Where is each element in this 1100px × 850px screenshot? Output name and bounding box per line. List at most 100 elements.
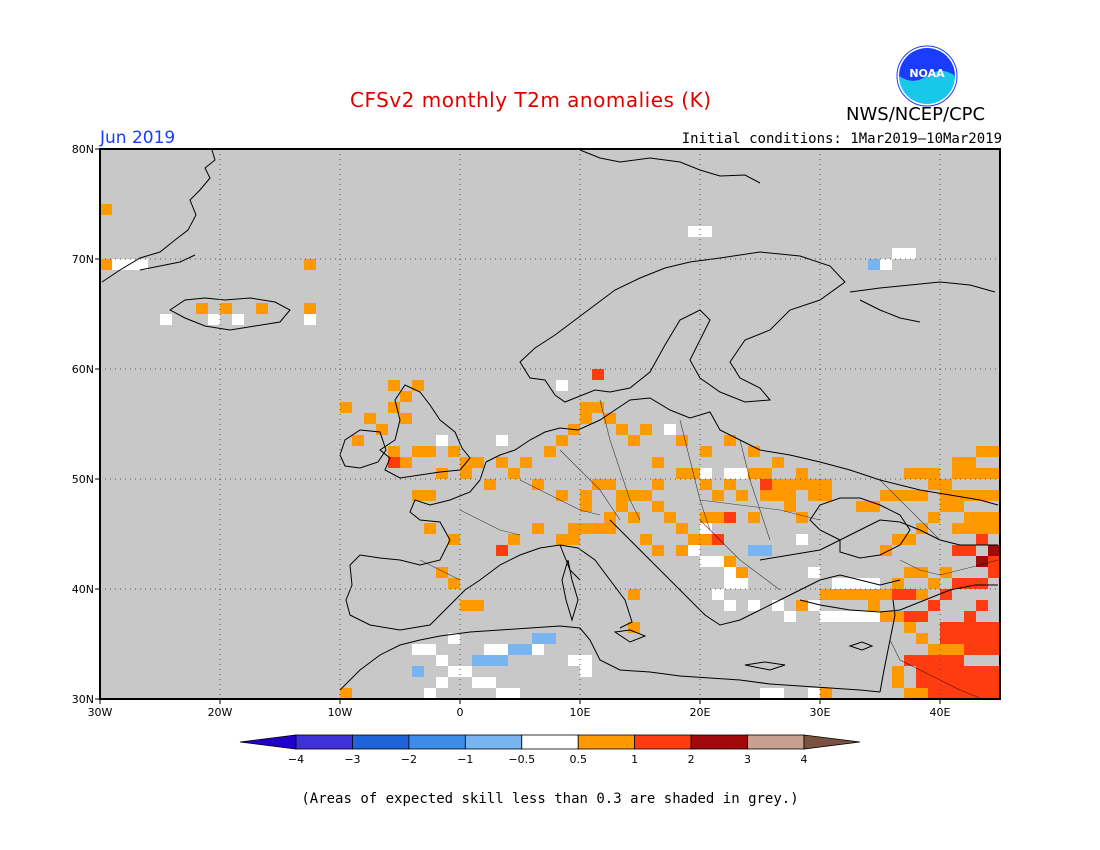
country-borders: [419, 399, 999, 699]
anomaly-cell: [688, 534, 700, 545]
anomaly-cell: [388, 402, 400, 413]
anomaly-cell: [424, 490, 436, 501]
anomaly-cell: [880, 545, 892, 556]
anomaly-cell: [844, 611, 856, 622]
anomaly-cell: [940, 501, 952, 512]
anomaly-cell: [808, 600, 820, 611]
anomaly-cell: [712, 556, 724, 567]
anomaly-cell: [796, 534, 808, 545]
anomaly-cell: [784, 490, 796, 501]
anomaly-cell: [700, 534, 712, 545]
coastline-black-sea: [809, 497, 911, 559]
anomaly-cell: [952, 457, 964, 468]
anomaly-cell: [820, 688, 832, 699]
anomaly-cell: [940, 490, 952, 501]
anomaly-cell: [916, 490, 928, 501]
anomaly-cell: [460, 666, 472, 677]
anomaly-cell: [724, 512, 736, 523]
anomaly-cell: [724, 567, 736, 578]
legend-label: 0.5: [569, 753, 587, 766]
anomaly-cell: [976, 512, 988, 523]
anomaly-cell: [796, 479, 808, 490]
anomaly-cell: [856, 589, 868, 600]
anomaly-cell: [508, 644, 520, 655]
anomaly-cell: [796, 600, 808, 611]
anomaly-cell: [964, 677, 976, 688]
anomaly-cell: [916, 523, 928, 534]
anomaly-cell: [544, 633, 556, 644]
anomaly-cell: [556, 435, 568, 446]
lon-tick-label: 40E: [930, 706, 951, 719]
chart-title: CFSv2 monthly T2m anomalies (K): [350, 88, 712, 112]
anomaly-cell: [496, 435, 508, 446]
anomaly-cell: [724, 435, 736, 446]
anomaly-cell: [448, 666, 460, 677]
anomaly-cell: [988, 633, 1000, 644]
coastline-britain: [379, 384, 471, 479]
anomaly-cell: [928, 688, 940, 699]
anomaly-cell: [916, 666, 928, 677]
anomaly-cell: [988, 644, 1000, 655]
anomaly-cell: [832, 578, 844, 589]
lat-tick-label: 70N: [72, 253, 94, 266]
coastline-ireland: [339, 429, 387, 469]
anomaly-cell: [844, 578, 856, 589]
anomaly-cell: [904, 468, 916, 479]
legend-swatch: [577, 734, 636, 750]
legend-label: 4: [801, 753, 808, 766]
anomaly-cell: [976, 556, 988, 567]
anomaly-cell: [892, 490, 904, 501]
anomaly-cell: [868, 600, 880, 611]
anomaly-cell: [988, 556, 1000, 567]
anomaly-cell: [484, 677, 496, 688]
anomaly-cell: [880, 490, 892, 501]
anomaly-cell: [436, 468, 448, 479]
anomaly-cell: [712, 589, 724, 600]
anomaly-cell: [940, 567, 952, 578]
coastline-africa: [339, 625, 881, 693]
legend-label: 2: [688, 753, 695, 766]
lat-tick-label: 40N: [72, 583, 94, 596]
anomaly-cell: [976, 622, 988, 633]
anomaly-cell: [904, 490, 916, 501]
noaa-logo: NOAA: [895, 44, 959, 112]
anomaly-cell: [784, 501, 796, 512]
anomaly-cell: [604, 479, 616, 490]
anomaly-cell: [772, 688, 784, 699]
anomaly-cell: [496, 457, 508, 468]
anomaly-cell: [496, 545, 508, 556]
anomaly-cell: [904, 248, 916, 259]
anomaly-cell: [556, 534, 568, 545]
anomaly-cell: [460, 600, 472, 611]
anomaly-cell: [676, 468, 688, 479]
anomaly-cell: [748, 512, 760, 523]
coastline-kola: [849, 281, 996, 323]
anomaly-cell: [856, 611, 868, 622]
anomaly-cell: [688, 468, 700, 479]
anomaly-cell: [940, 644, 952, 655]
anomaly-cell: [976, 468, 988, 479]
anomaly-cell: [232, 314, 244, 325]
anomaly-cell: [424, 688, 436, 699]
anomaly-cell: [616, 501, 628, 512]
anomaly-cell: [688, 226, 700, 237]
anomaly-cell: [700, 446, 712, 457]
anomaly-cell: [700, 479, 712, 490]
lon-tick-label: 30W: [88, 706, 113, 719]
anomaly-cell: [520, 457, 532, 468]
anomaly-cell: [928, 512, 940, 523]
anomaly-cell: [904, 567, 916, 578]
anomaly-cell: [424, 644, 436, 655]
anomaly-cell: [604, 523, 616, 534]
anomaly-cell: [808, 567, 820, 578]
anomaly-cell: [952, 655, 964, 666]
anomaly-cell: [856, 578, 868, 589]
anomaly-cell: [760, 545, 772, 556]
anomaly-cell: [712, 490, 724, 501]
anomaly-cell: [568, 523, 580, 534]
anomaly-cell: [400, 391, 412, 402]
anomaly-cell: [976, 600, 988, 611]
anomaly-cell: [784, 479, 796, 490]
anomaly-cell: [964, 545, 976, 556]
